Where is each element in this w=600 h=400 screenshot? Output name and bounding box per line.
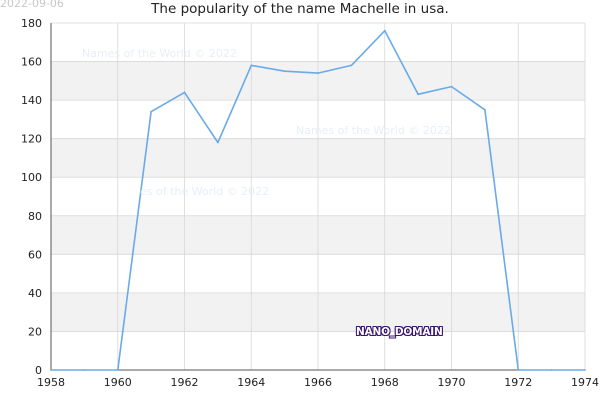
data-point-1968 [383, 29, 386, 32]
data-point-1962 [183, 91, 186, 94]
x-tick-label-1964: 1964 [237, 376, 265, 389]
data-point-1960 [116, 369, 119, 371]
data-point-1974 [584, 369, 586, 371]
x-tick-label-1966: 1966 [304, 376, 332, 389]
y-tick-label-160: 160 [21, 56, 42, 69]
data-point-1964 [250, 64, 253, 67]
y-tick-label-20: 20 [28, 325, 42, 338]
data-point-1963 [216, 141, 219, 144]
data-point-1970 [450, 85, 453, 88]
series-layer [50, 29, 586, 371]
nano-domain-badge: NANO_DOMAIN [356, 326, 443, 338]
data-point-1958 [50, 369, 52, 371]
axes [50, 23, 585, 371]
y-tick-label-120: 120 [21, 133, 42, 146]
y-tick-label-0: 0 [35, 364, 42, 377]
data-point-1972 [517, 369, 520, 371]
y-tick-label-140: 140 [21, 94, 42, 107]
y-tick-label-40: 40 [28, 287, 42, 300]
x-tick-label-1962: 1962 [171, 376, 199, 389]
x-tick-label-1972: 1972 [504, 376, 532, 389]
data-point-1969 [417, 93, 420, 96]
tick-labels: 0 20 40 60 80 100 120 140 160 180 1958 1960 1962 1964… [21, 17, 599, 389]
y-tick-label-80: 80 [28, 210, 42, 223]
x-tick-label-1968: 1968 [371, 376, 399, 389]
data-point-1967 [350, 64, 353, 67]
watermark-3: es of the World © 2022 [140, 185, 270, 198]
data-point-1965 [283, 70, 286, 73]
x-tick-label-1974: 1974 [571, 376, 599, 389]
chart-title: The popularity of the name Machelle in u… [151, 1, 449, 17]
x-tick-label-1958: 1958 [37, 376, 65, 389]
watermark-2: Names of the World © 2022 [296, 124, 451, 137]
y-tick-label-180: 180 [21, 17, 42, 30]
y-tick-label-100: 100 [21, 171, 42, 184]
x-tick-label-1970: 1970 [438, 376, 466, 389]
data-point-1961 [150, 110, 153, 113]
data-point-1973 [550, 369, 553, 371]
x-tick-label-1960: 1960 [104, 376, 132, 389]
data-point-1966 [317, 72, 319, 75]
date-stamp: 2022-09-06 [0, 0, 64, 10]
data-point-1971 [483, 108, 486, 111]
data-point-1959 [83, 369, 86, 371]
watermark-1: Names of the World © 2022 [82, 47, 237, 60]
y-tick-label-60: 60 [28, 248, 42, 261]
